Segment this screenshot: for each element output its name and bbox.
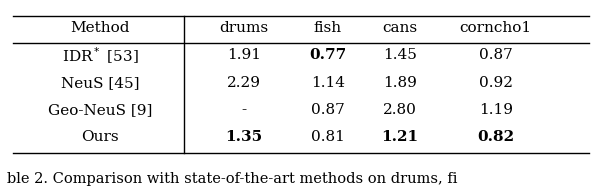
Text: corncho1: corncho1 xyxy=(460,21,532,35)
Text: 1.89: 1.89 xyxy=(383,76,417,90)
Text: 1.19: 1.19 xyxy=(479,103,513,117)
Text: 1.45: 1.45 xyxy=(383,48,417,63)
Text: 1.91: 1.91 xyxy=(227,48,261,63)
Text: Ours: Ours xyxy=(81,131,119,145)
Text: 1.35: 1.35 xyxy=(226,131,262,145)
Text: 0.92: 0.92 xyxy=(479,76,513,90)
Text: 0.82: 0.82 xyxy=(477,131,514,145)
Text: 0.87: 0.87 xyxy=(479,48,513,63)
Text: fish: fish xyxy=(314,21,342,35)
Text: Geo-NeuS [9]: Geo-NeuS [9] xyxy=(48,103,152,117)
Text: 1.21: 1.21 xyxy=(381,131,418,145)
Text: IDR$^*$ [53]: IDR$^*$ [53] xyxy=(62,45,138,66)
Text: 2.80: 2.80 xyxy=(383,103,417,117)
Text: ble 2. Comparison with state-of-the-art methods on drums, fi: ble 2. Comparison with state-of-the-art … xyxy=(7,172,458,186)
Text: Method: Method xyxy=(70,21,130,35)
Text: 0.81: 0.81 xyxy=(311,131,345,145)
Text: 2.29: 2.29 xyxy=(227,76,261,90)
Text: 0.87: 0.87 xyxy=(311,103,345,117)
Text: 1.14: 1.14 xyxy=(311,76,345,90)
Text: NeuS [45]: NeuS [45] xyxy=(61,76,140,90)
Text: 0.77: 0.77 xyxy=(309,48,347,63)
Text: cans: cans xyxy=(382,21,417,35)
Text: -: - xyxy=(241,103,247,117)
Text: drums: drums xyxy=(220,21,268,35)
